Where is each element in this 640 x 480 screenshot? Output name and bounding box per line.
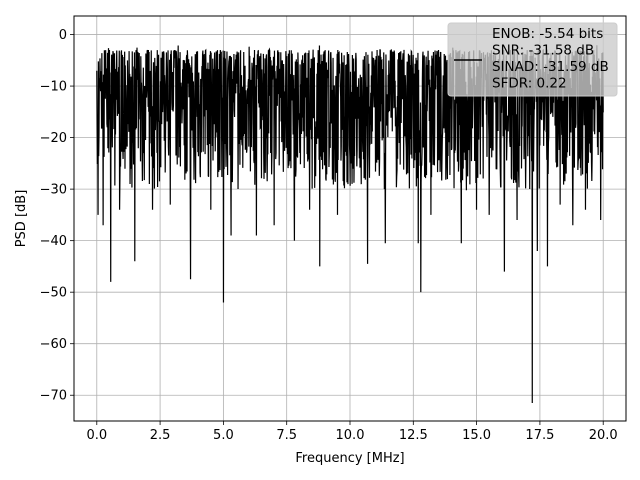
y-tick-label: −70: [40, 389, 67, 404]
x-axis-label: Frequency [MHz]: [295, 451, 404, 466]
x-tick-label: 0.0: [86, 428, 107, 443]
legend-box: [447, 22, 618, 97]
y-tick-label: −20: [40, 131, 67, 146]
y-tick-label: −60: [40, 337, 67, 352]
y-tick-label: −30: [40, 183, 67, 198]
x-tick-label: 2.5: [150, 428, 171, 443]
y-tick-label: −50: [40, 286, 67, 301]
x-axis-ticks: 0.0 2.5 5.0 7.5 10.0 12.5 15.0 17.5 20.0: [86, 421, 618, 443]
y-axis-label: PSD [dB]: [14, 190, 29, 248]
legend-enob-text: ENOB: -5.54 bits: [492, 26, 603, 42]
y-tick-label: 0: [59, 28, 67, 43]
legend-snr-text: SNR: -31.58 dB: [492, 43, 594, 59]
x-tick-label: 20.0: [589, 428, 618, 443]
x-tick-label: 15.0: [462, 428, 491, 443]
x-tick-label: 12.5: [399, 428, 428, 443]
y-axis-ticks: 0 −10 −20 −30 −40 −50 −60 −70: [40, 28, 74, 404]
x-tick-label: 5.0: [213, 428, 234, 443]
series-psd-line: [96, 45, 604, 403]
x-tick-label: 10.0: [336, 428, 365, 443]
x-tick-label: 17.5: [525, 428, 554, 443]
psd-line: [96, 45, 604, 403]
legend: ENOB: -5.54 bits SNR: -31.58 dB SINAD: -…: [447, 22, 618, 97]
y-tick-label: −10: [40, 80, 67, 95]
x-tick-label: 7.5: [276, 428, 297, 443]
legend-sfdr-text: SFDR: 0.22: [492, 76, 567, 92]
legend-sinad-text: SINAD: -31.59 dB: [492, 59, 609, 75]
y-tick-label: −40: [40, 234, 67, 249]
